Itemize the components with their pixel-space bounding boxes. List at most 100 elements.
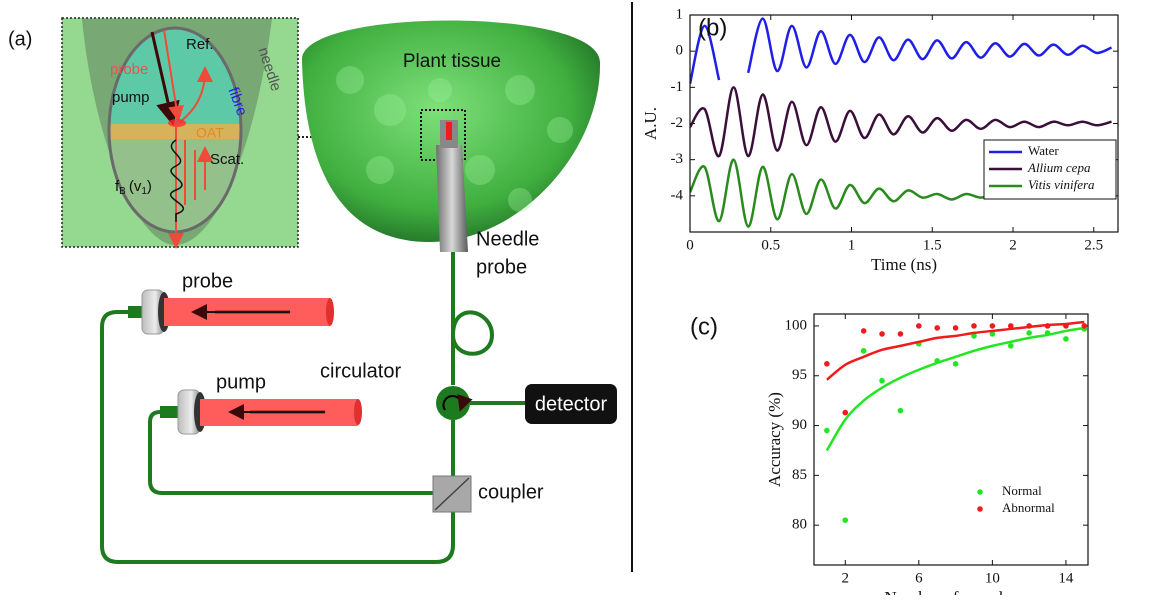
needle-probe-label: probe bbox=[476, 256, 527, 278]
point bbox=[989, 331, 996, 337]
fb-part: f bbox=[115, 178, 120, 195]
y-tick-label: -2 bbox=[671, 115, 684, 131]
circulator bbox=[436, 386, 470, 420]
x-tick-label: 0.5 bbox=[761, 237, 780, 253]
laser-end bbox=[326, 298, 334, 326]
panel-label: (c) bbox=[690, 313, 718, 340]
x-tick-label: 6 bbox=[915, 570, 923, 586]
y-tick-label: 0 bbox=[676, 43, 684, 59]
legend-swatch bbox=[977, 489, 983, 495]
y-tick-label: 90 bbox=[792, 417, 807, 433]
point bbox=[952, 325, 959, 331]
x-tick-label: 10 bbox=[985, 570, 1000, 586]
pump-label: pump bbox=[112, 89, 150, 106]
ref-label: Ref. bbox=[186, 36, 214, 53]
fibre-path bbox=[100, 252, 525, 564]
ref-arrow bbox=[179, 66, 213, 123]
fit-line bbox=[825, 326, 1085, 452]
point bbox=[1044, 330, 1051, 336]
coupler-label: coupler bbox=[478, 481, 544, 503]
fibre bbox=[148, 410, 433, 495]
legend-label: Normal bbox=[1002, 483, 1042, 498]
fit-line bbox=[826, 320, 1085, 381]
x-tick-label: 1 bbox=[848, 237, 856, 253]
fb-label: fB (v1) bbox=[115, 178, 152, 197]
circulator-label: circulator bbox=[320, 360, 401, 382]
pump-laser: pump bbox=[160, 371, 362, 435]
x-tick-label: 0 bbox=[686, 237, 694, 253]
scat-label: Scat. bbox=[210, 151, 244, 168]
point bbox=[824, 361, 830, 367]
point bbox=[842, 517, 849, 523]
x-axis-label: Time (ns) bbox=[871, 255, 937, 274]
y-tick-label: 80 bbox=[792, 517, 807, 533]
connector bbox=[128, 306, 144, 318]
needle-red bbox=[446, 122, 452, 140]
point bbox=[1063, 336, 1069, 342]
point bbox=[897, 407, 904, 414]
chart: 0 0.5 1 1.5 2 2.5 1 0 -1 -2 -3 -4 Time (ns) A.U. (b) Wa… bbox=[641, 6, 1119, 274]
tissue-label: Plant tissue bbox=[403, 51, 501, 72]
legend-swatch bbox=[977, 506, 983, 512]
detector-label: detector bbox=[535, 393, 608, 415]
legend-label: Abnormal bbox=[1002, 500, 1055, 515]
pump-laser-label: pump bbox=[216, 371, 266, 393]
y-tick-label: 85 bbox=[792, 467, 807, 483]
coupler-split bbox=[434, 477, 470, 511]
fb-part: (v bbox=[129, 178, 142, 195]
point bbox=[1044, 323, 1051, 329]
y-tick-label: -4 bbox=[671, 187, 684, 203]
y-tick-label: -1 bbox=[671, 79, 684, 95]
point bbox=[824, 427, 830, 434]
plot-area bbox=[824, 320, 1088, 523]
point bbox=[860, 348, 867, 354]
inset: needle Ref. probe pump fibre OAT Scat. f… bbox=[61, 17, 299, 249]
point bbox=[916, 323, 922, 329]
legend-label: Water bbox=[1028, 143, 1059, 158]
probe-laser: probe bbox=[128, 270, 334, 335]
axes-frame bbox=[689, 14, 1119, 233]
panel-label: (a) bbox=[8, 28, 32, 50]
point bbox=[989, 323, 996, 329]
point bbox=[879, 377, 885, 384]
point bbox=[971, 323, 977, 329]
x-tick-label: 2 bbox=[1009, 237, 1017, 253]
point bbox=[1007, 323, 1014, 329]
point bbox=[1081, 323, 1088, 329]
fb-part: B bbox=[119, 186, 126, 197]
legend-label: Vitis vinifera bbox=[1028, 177, 1095, 192]
point bbox=[1026, 330, 1032, 336]
tissue-cells bbox=[336, 66, 573, 212]
point bbox=[1026, 323, 1032, 329]
point bbox=[860, 328, 867, 334]
y-tick-label: 95 bbox=[792, 367, 807, 383]
legend-label: Allium cepa bbox=[1027, 160, 1091, 175]
laser-end bbox=[354, 399, 362, 425]
x-tick-label: 14 bbox=[1058, 570, 1074, 586]
x-tick-label: 1.5 bbox=[923, 237, 942, 253]
point bbox=[879, 331, 885, 337]
oat-label: OAT bbox=[196, 125, 224, 141]
x-tick-label: 2.5 bbox=[1084, 237, 1103, 253]
scatter-arrows bbox=[184, 140, 205, 205]
panel-label: (b) bbox=[698, 14, 727, 41]
point bbox=[842, 409, 849, 416]
point bbox=[934, 358, 941, 364]
point bbox=[971, 333, 977, 339]
fibre-loop bbox=[451, 252, 495, 385]
line bbox=[690, 24, 721, 85]
x-axis-label: Number of samples bbox=[884, 588, 1017, 595]
point bbox=[952, 361, 959, 367]
point bbox=[1007, 343, 1014, 349]
point bbox=[934, 325, 941, 331]
y-axis-label: A.U. bbox=[641, 107, 660, 140]
detector bbox=[525, 384, 617, 424]
y-tick-label: 1 bbox=[676, 6, 684, 22]
fb-part: 1 bbox=[141, 186, 147, 197]
point bbox=[1063, 323, 1069, 329]
acoustic-wave bbox=[169, 139, 185, 222]
probe-laser-label: probe bbox=[182, 270, 233, 292]
needle-probe bbox=[436, 145, 468, 252]
focus-spot bbox=[168, 119, 186, 127]
